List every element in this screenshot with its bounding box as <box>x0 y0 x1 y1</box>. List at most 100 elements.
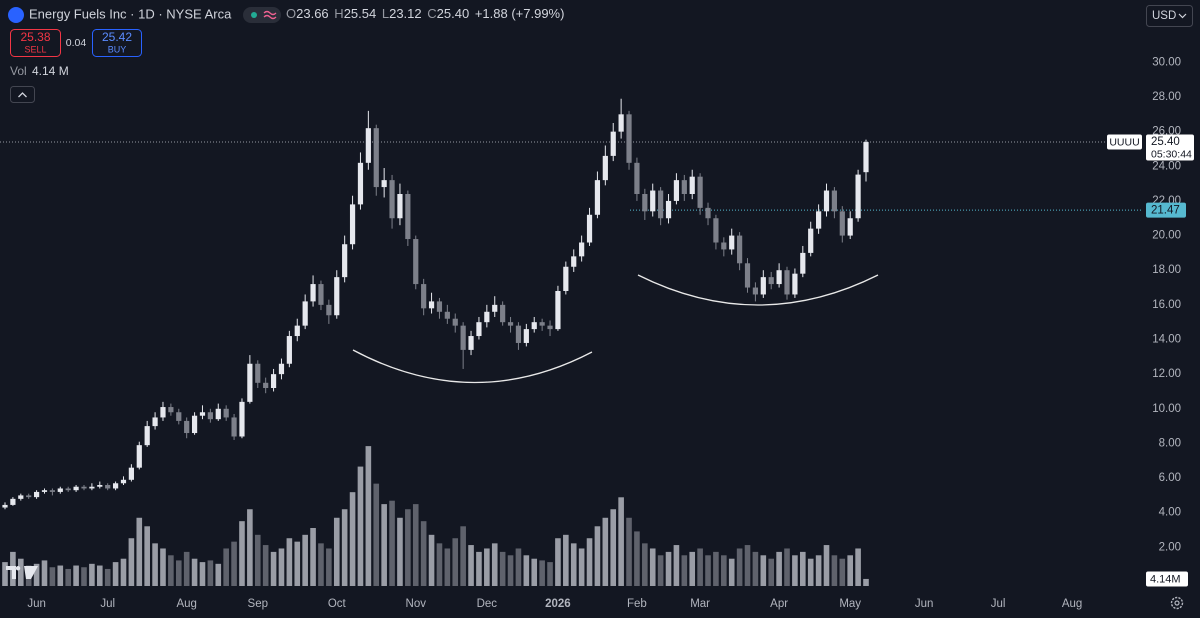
volume-bar <box>310 528 316 586</box>
currency-dropdown[interactable]: USD <box>1146 5 1193 27</box>
candle-body <box>389 180 395 219</box>
candle-body <box>579 242 585 257</box>
ohlc-value: 25.54 <box>344 6 377 21</box>
candle-body <box>318 284 324 305</box>
x-tick-label: Sep <box>248 598 268 610</box>
buy-button[interactable]: 25.42 BUY <box>92 29 142 57</box>
volume-bar <box>33 563 40 586</box>
candle-body <box>373 128 379 188</box>
candle-body <box>776 270 782 285</box>
volume-bar <box>689 551 696 586</box>
candle-body <box>792 273 798 295</box>
candle-body <box>334 277 340 316</box>
volume-bar <box>318 543 324 586</box>
spread: 0.04 <box>66 37 87 49</box>
countdown: 05:30:44 <box>1151 148 1192 160</box>
x-tick-label: Aug <box>176 598 196 610</box>
volume-bar <box>649 548 656 586</box>
collapse-button[interactable] <box>10 86 35 103</box>
volume-bar <box>136 517 143 586</box>
x-tick-label: May <box>839 598 861 610</box>
volume-bar <box>2 562 8 586</box>
candle-body <box>239 401 245 437</box>
candle-body <box>2 504 8 508</box>
volume-bar <box>531 558 538 586</box>
plot-area <box>0 98 1141 586</box>
ohlc-value: 23.12 <box>389 6 422 21</box>
sell-button[interactable]: 25.38 SELL <box>10 29 61 57</box>
candle-body <box>531 322 537 330</box>
volume-bar <box>381 504 387 586</box>
candle-body <box>97 485 103 487</box>
candle-body <box>89 486 95 489</box>
volume-bar <box>468 545 474 586</box>
volume-bar <box>247 509 253 586</box>
candle-body <box>816 211 822 229</box>
volume-bar <box>144 526 150 586</box>
volume-bar <box>412 504 419 586</box>
volume-bar <box>436 543 443 586</box>
candle-body <box>484 311 490 323</box>
volume-bar <box>618 497 624 586</box>
volume-bar <box>120 558 127 586</box>
volume-bar <box>586 538 593 586</box>
y-tick-label: 6.00 <box>1159 472 1181 484</box>
candle-body <box>302 301 308 326</box>
volume-bar <box>444 548 451 586</box>
level-tag-bg <box>1146 202 1186 218</box>
candle-body <box>492 304 498 312</box>
x-tick-label: Oct <box>328 598 347 610</box>
candle-body <box>215 408 221 420</box>
candle-body <box>152 417 158 427</box>
volume-bar <box>191 558 198 586</box>
candle-body <box>618 114 624 132</box>
candle-body <box>10 498 16 505</box>
candle-body <box>105 485 111 489</box>
x-tick-label: Jun <box>915 598 934 610</box>
volume-bar <box>855 548 861 586</box>
volume-bar <box>160 548 166 586</box>
x-tick-label: Feb <box>627 598 647 610</box>
volume-bar <box>539 560 545 586</box>
candle-body <box>160 407 166 418</box>
volume-bar <box>89 563 95 586</box>
candle-body <box>310 284 316 302</box>
level-tag: 21.47 <box>1151 205 1180 217</box>
candle-body <box>144 426 150 446</box>
volume-bar <box>563 534 569 586</box>
volume-bar <box>547 562 553 586</box>
volume-bar <box>460 526 466 586</box>
candle-body <box>397 194 403 219</box>
volume-bar <box>673 545 680 586</box>
y-tick-label: 2.00 <box>1159 541 1181 553</box>
volume-bar <box>81 567 87 586</box>
ohlc-label: O <box>286 6 296 21</box>
volume-bar <box>768 558 775 586</box>
y-tick-label: 16.00 <box>1152 299 1181 311</box>
volume-bar <box>326 548 332 586</box>
y-tick-label: 8.00 <box>1159 437 1181 449</box>
volume-bar <box>792 555 798 586</box>
candle-body <box>421 284 427 309</box>
candle-body <box>255 363 261 383</box>
status-pill <box>243 7 281 23</box>
volume-bar <box>697 548 703 586</box>
buy-price: 25.42 <box>102 30 132 44</box>
volume-bar <box>428 534 435 586</box>
currency: USD <box>1152 10 1176 22</box>
candle-body <box>365 128 371 163</box>
candle-body <box>831 190 838 212</box>
settings-button[interactable] <box>1170 596 1184 610</box>
candle-body <box>634 162 640 194</box>
volume-bar <box>642 543 648 586</box>
candle-body <box>713 218 719 243</box>
candle-body <box>563 266 569 291</box>
candle-body <box>294 325 300 337</box>
volume-bar <box>728 558 735 586</box>
volume-bar <box>578 548 585 586</box>
y-tick-label: 28.00 <box>1152 91 1181 103</box>
volume-bar <box>278 548 285 586</box>
candle-body <box>342 244 348 278</box>
candle-body <box>689 176 695 194</box>
volume-bar <box>349 492 356 586</box>
